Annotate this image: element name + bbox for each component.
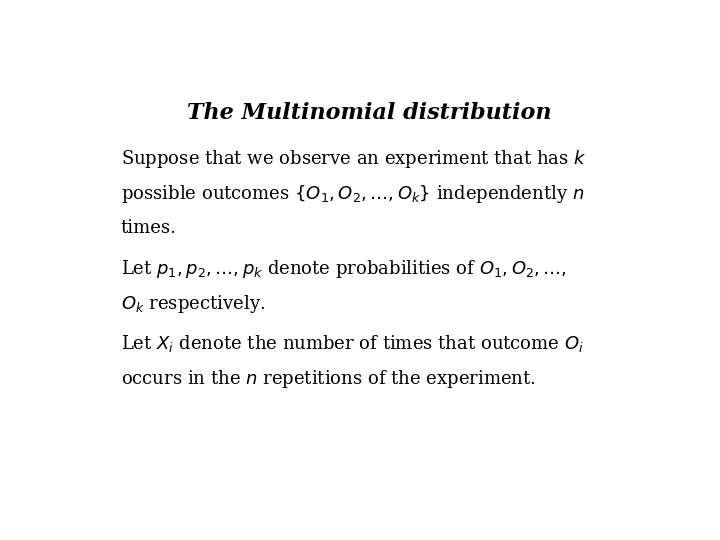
Text: The Multinomial distribution: The Multinomial distribution (186, 102, 552, 124)
Text: occurs in the $n$ repetitions of the experiment.: occurs in the $n$ repetitions of the exp… (121, 368, 536, 390)
Text: possible outcomes $\{O_1, O_2, \ldots, O_k\}$ independently $n$: possible outcomes $\{O_1, O_2, \ldots, O… (121, 183, 584, 205)
Text: Suppose that we observe an experiment that has $k$: Suppose that we observe an experiment th… (121, 148, 586, 170)
Text: times.: times. (121, 219, 176, 237)
Text: $O_k$ respectively.: $O_k$ respectively. (121, 294, 265, 315)
Text: Let $X_i$ denote the number of times that outcome $O_i$: Let $X_i$ denote the number of times tha… (121, 333, 583, 354)
Text: Let $p_1, p_2, \ldots, p_k$ denote probabilities of $O_1, O_2, \ldots,$: Let $p_1, p_2, \ldots, p_k$ denote proba… (121, 258, 567, 280)
